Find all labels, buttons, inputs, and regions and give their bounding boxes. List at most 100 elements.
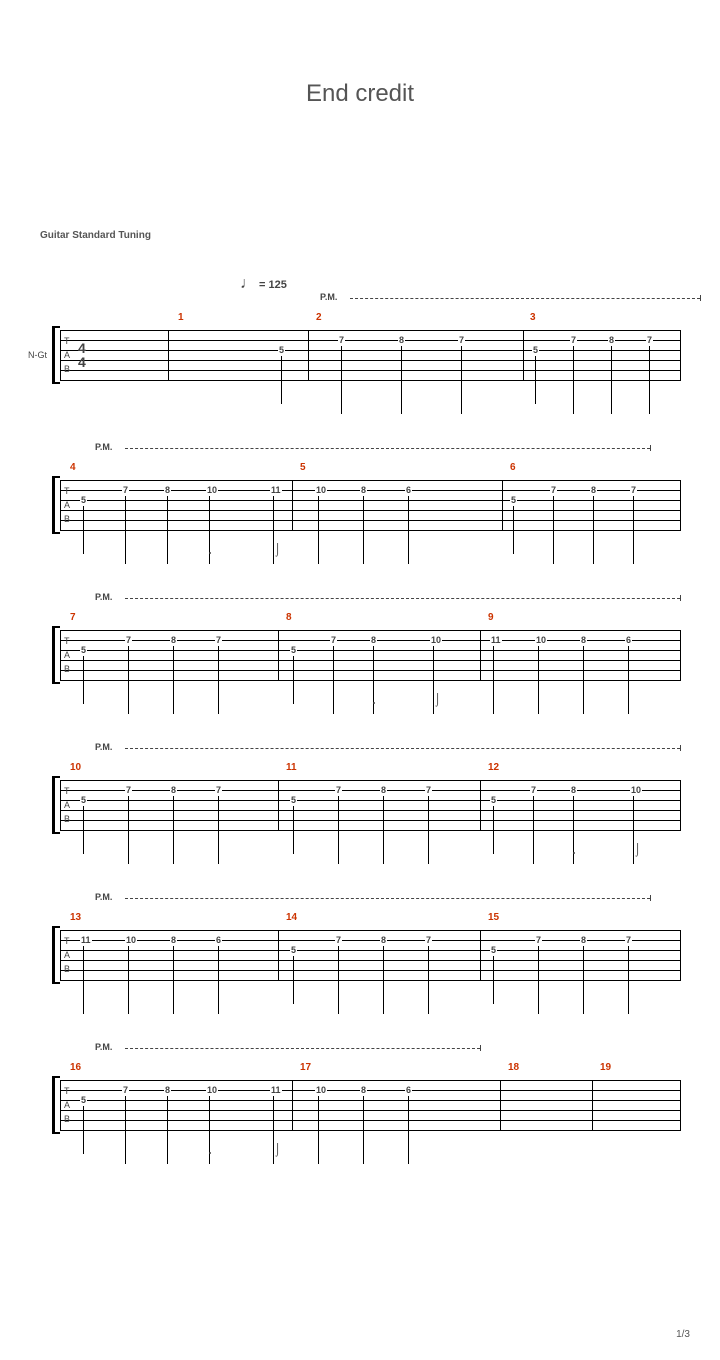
fret-number: 7: [330, 636, 337, 645]
instrument-label: N-Gt: [28, 350, 47, 360]
palm-mute-line: [350, 298, 700, 299]
fret-number: 11: [490, 636, 502, 645]
fret-number: 5: [290, 646, 297, 655]
palm-mute-line: [125, 748, 680, 749]
fret-number: 11: [270, 1086, 282, 1095]
fret-number: 10: [535, 636, 547, 645]
fret-number: 6: [215, 936, 222, 945]
fret-number: 7: [215, 636, 222, 645]
fret-number: 10: [315, 1086, 327, 1095]
fret-number: 7: [458, 336, 465, 345]
fret-number: 10: [125, 936, 137, 945]
fret-number: 5: [80, 1096, 87, 1105]
fret-number: 5: [278, 346, 285, 355]
measure-number: 12: [488, 762, 499, 773]
page-number: 1/3: [676, 1329, 690, 1340]
fret-number: 10: [430, 636, 442, 645]
palm-mute-line: [125, 898, 650, 899]
palm-mute-line: [125, 448, 650, 449]
fret-number: 6: [405, 1086, 412, 1095]
fret-number: 7: [535, 936, 542, 945]
measure-number: 6: [510, 462, 516, 473]
fret-number: 8: [360, 1086, 367, 1095]
palm-mute-end: [650, 445, 651, 451]
palm-mute-label: P.M.: [320, 292, 337, 302]
palm-mute-end: [480, 1045, 481, 1051]
note-flag: ⌡: [434, 692, 441, 706]
fret-number: 7: [646, 336, 653, 345]
fret-number: 8: [380, 936, 387, 945]
fret-number: 8: [590, 486, 597, 495]
fret-number: 7: [122, 1086, 129, 1095]
measure-number: 10: [70, 762, 81, 773]
tab-staff: 456TAB5781011⌡10865787: [60, 480, 680, 530]
fret-number: 7: [550, 486, 557, 495]
fret-number: 5: [290, 796, 297, 805]
fret-number: 8: [164, 486, 171, 495]
fret-number: 8: [580, 636, 587, 645]
fret-number: 5: [510, 496, 517, 505]
fret-number: 7: [335, 936, 342, 945]
measure-number: 9: [488, 612, 494, 623]
measure-number: 4: [70, 462, 76, 473]
fret-number: 5: [490, 946, 497, 955]
fret-number: 8: [170, 786, 177, 795]
fret-number: 7: [625, 936, 632, 945]
fret-number: 7: [215, 786, 222, 795]
fret-number: 5: [80, 646, 87, 655]
fret-number: 7: [122, 486, 129, 495]
fret-number: 8: [398, 336, 405, 345]
note-flag: ⌡: [634, 842, 641, 856]
measure-number: 17: [300, 1062, 311, 1073]
palm-mute-end: [700, 295, 701, 301]
palm-mute-end: [680, 745, 681, 751]
fret-number: 5: [80, 496, 87, 505]
measure-number: 14: [286, 912, 297, 923]
tab-staff: 789TAB578757810⌡111086: [60, 630, 680, 680]
measure-number: 7: [70, 612, 76, 623]
palm-mute-label: P.M.: [95, 742, 112, 752]
measure-number: 3: [530, 312, 536, 323]
palm-mute-end: [650, 895, 651, 901]
palm-mute-line: [125, 1048, 480, 1049]
fret-number: 6: [625, 636, 632, 645]
measure-number: 15: [488, 912, 499, 923]
palm-mute-end: [680, 595, 681, 601]
fret-number: 11: [80, 936, 92, 945]
fret-number: 8: [360, 486, 367, 495]
fret-number: 7: [530, 786, 537, 795]
tempo-marking: ♩ = 125: [240, 275, 287, 293]
measure-number: 1: [178, 312, 184, 323]
measure-number: 8: [286, 612, 292, 623]
fret-number: 7: [125, 786, 132, 795]
fret-number: 10: [206, 1086, 218, 1095]
tab-staff: 123N-GtTAB4457875787: [60, 330, 680, 380]
palm-mute-label: P.M.: [95, 442, 112, 452]
song-title: End credit: [0, 80, 720, 108]
measure-number: 11: [286, 762, 297, 773]
measure-number: 19: [600, 1062, 611, 1073]
measure-number: 5: [300, 462, 306, 473]
fret-number: 8: [170, 636, 177, 645]
fret-number: 8: [570, 786, 577, 795]
palm-mute-label: P.M.: [95, 1042, 112, 1052]
fret-number: 7: [570, 336, 577, 345]
fret-number: 11: [270, 486, 282, 495]
measure-number: 18: [508, 1062, 519, 1073]
measure-number: 16: [70, 1062, 81, 1073]
fret-number: 7: [125, 636, 132, 645]
fret-number: 8: [380, 786, 387, 795]
fret-number: 7: [335, 786, 342, 795]
fret-number: 7: [630, 486, 637, 495]
measure-number: 2: [316, 312, 322, 323]
palm-mute-line: [125, 598, 680, 599]
fret-number: 10: [630, 786, 642, 795]
fret-number: 8: [164, 1086, 171, 1095]
fret-number: 8: [170, 936, 177, 945]
fret-number: 8: [580, 936, 587, 945]
measure-number: 13: [70, 912, 81, 923]
tab-staff: 131415TAB11108657875787: [60, 930, 680, 980]
fret-number: 8: [370, 636, 377, 645]
fret-number: 7: [425, 786, 432, 795]
tuning-label: Guitar Standard Tuning: [40, 230, 151, 241]
